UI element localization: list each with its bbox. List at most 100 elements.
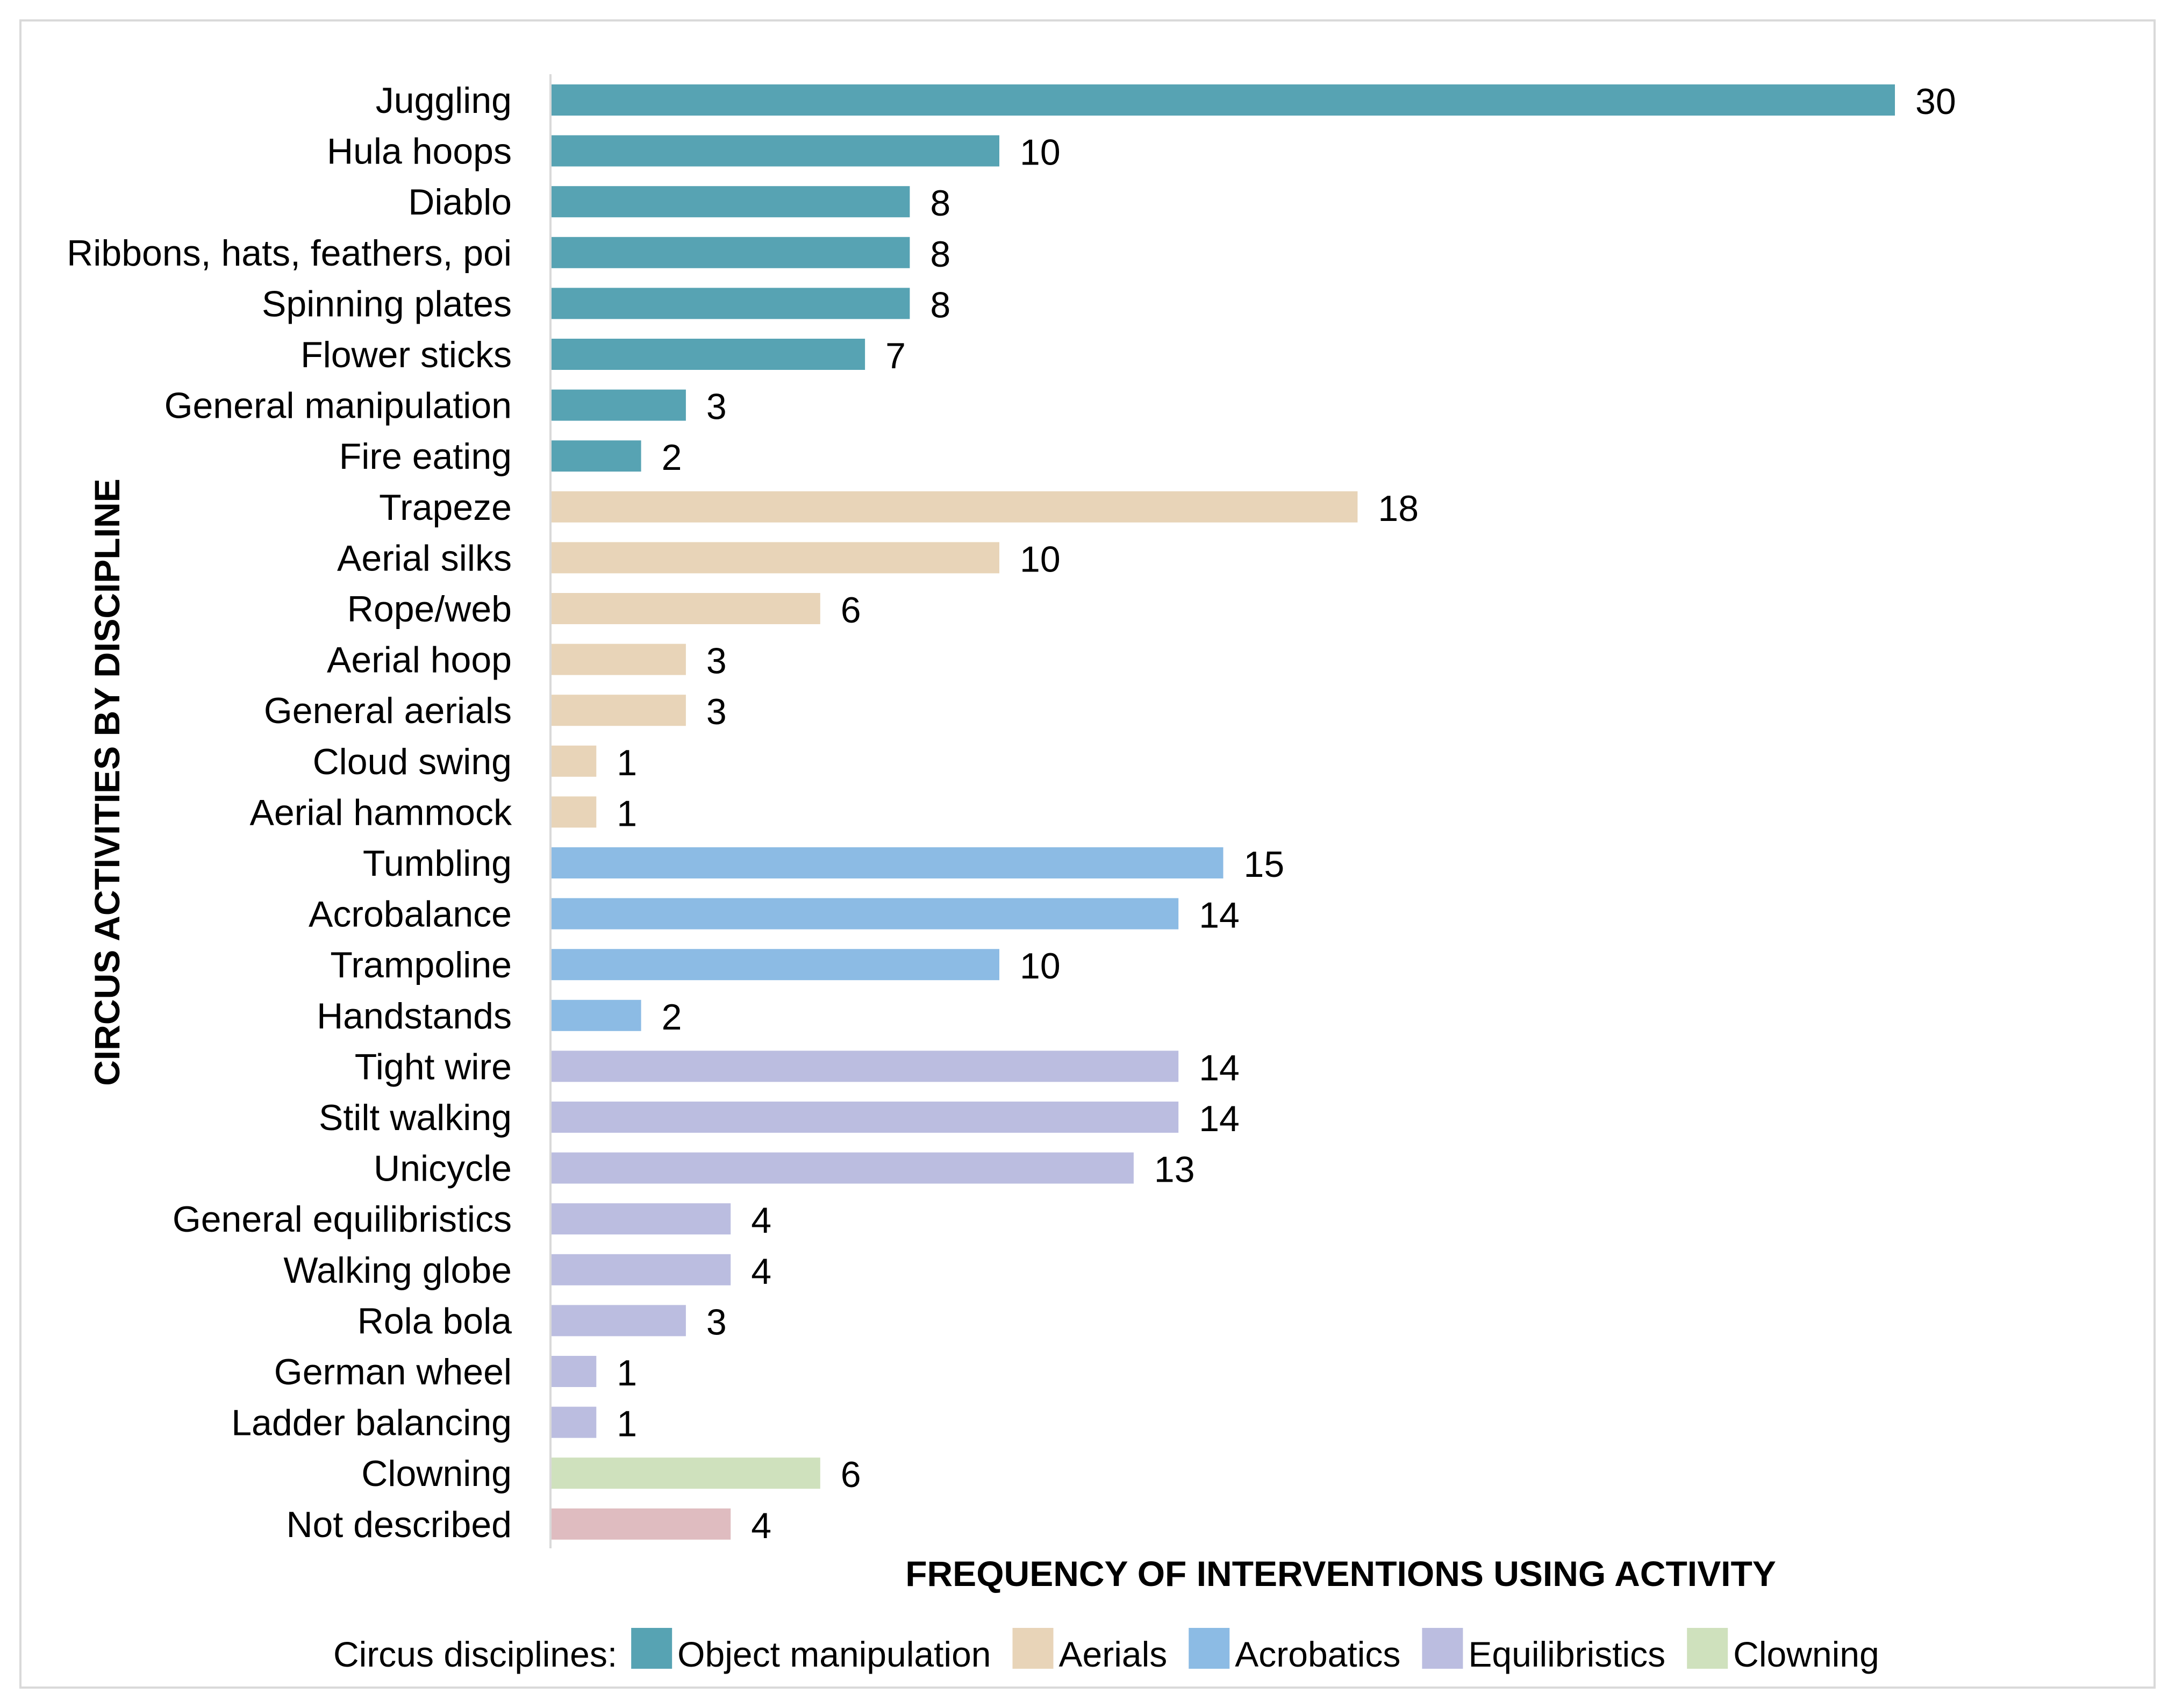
value-label-fire-eating: 2 xyxy=(662,437,682,478)
value-label-ribbons-hats-feathers-poi: 8 xyxy=(930,234,950,275)
bar-fire-eating xyxy=(552,440,641,472)
value-label-aerial-hammock: 1 xyxy=(617,793,637,834)
value-label-ladder-balancing: 1 xyxy=(617,1404,637,1445)
bar-trampoline xyxy=(552,949,999,981)
bar-clowning xyxy=(552,1457,820,1489)
category-label-juggling: Juggling xyxy=(376,80,512,121)
category-label-spinning-plates: Spinning plates xyxy=(262,283,512,324)
value-label-general-manipulation: 3 xyxy=(706,387,727,427)
bar-hula-hoops xyxy=(552,135,999,167)
category-label-trampoline: Trampoline xyxy=(330,945,512,985)
bar-rope-web xyxy=(552,593,820,624)
value-label-hula-hoops: 10 xyxy=(1020,132,1061,173)
value-label-general-equilibristics: 4 xyxy=(751,1200,771,1241)
category-label-fire-eating: Fire eating xyxy=(339,436,512,477)
legend-label-acrobatics: Acrobatics xyxy=(1235,1634,1400,1674)
category-label-general-equilibristics: General equilibristics xyxy=(173,1199,512,1240)
legend-swatch-acrobatics xyxy=(1189,1628,1230,1669)
legend-swatch-equilibristics xyxy=(1422,1628,1463,1669)
bar-general-aerials xyxy=(552,695,686,726)
category-label-rope-web: Rope/web xyxy=(347,589,512,630)
category-label-trapeze: Trapeze xyxy=(379,487,512,528)
value-label-diablo: 8 xyxy=(930,183,950,224)
category-label-unicycle: Unicycle xyxy=(374,1148,512,1189)
category-label-not-described: Not described xyxy=(286,1504,512,1545)
bar-flower-sticks xyxy=(552,339,865,370)
bar-juggling xyxy=(552,84,1895,116)
bar-unicycle xyxy=(552,1152,1134,1184)
bar-spinning-plates xyxy=(552,288,910,319)
category-label-ladder-balancing: Ladder balancing xyxy=(231,1403,512,1443)
category-label-aerial-silks: Aerial silks xyxy=(337,538,512,578)
category-label-tumbling: Tumbling xyxy=(363,843,512,884)
bar-not-described xyxy=(552,1508,731,1540)
value-label-aerial-hoop: 3 xyxy=(706,641,727,682)
category-label-acrobalance: Acrobalance xyxy=(309,894,512,935)
legend-label-clowning: Clowning xyxy=(1733,1634,1879,1674)
value-label-tight-wire: 14 xyxy=(1199,1047,1240,1088)
value-label-german-wheel: 1 xyxy=(617,1353,637,1393)
value-label-general-aerials: 3 xyxy=(706,691,727,732)
bar-aerial-silks xyxy=(552,542,999,574)
value-label-acrobalance: 14 xyxy=(1199,895,1240,936)
bar-walking-globe xyxy=(552,1254,731,1285)
bar-general-manipulation xyxy=(552,389,686,421)
bar-ladder-balancing xyxy=(552,1406,597,1438)
bar-general-equilibristics xyxy=(552,1203,731,1235)
category-labels: Juggling Hula hoops Diablo Ribbons, hats, f… xyxy=(67,80,512,1545)
category-label-hula-hoops: Hula hoops xyxy=(327,131,512,172)
value-label-flower-sticks: 7 xyxy=(885,335,906,376)
legend-label-equilibristics: Equilibristics xyxy=(1468,1634,1665,1674)
value-label-not-described: 4 xyxy=(751,1505,771,1546)
legend-label-aerials: Aerials xyxy=(1059,1634,1168,1674)
category-label-rola-bola: Rola bola xyxy=(357,1300,512,1341)
bar-tumbling xyxy=(552,847,1224,878)
legend: Circus disciplines: Object manipulation A… xyxy=(333,1628,1879,1674)
value-label-walking-globe: 4 xyxy=(751,1251,771,1292)
value-label-spinning-plates: 8 xyxy=(930,284,950,325)
category-label-tight-wire: Tight wire xyxy=(355,1046,512,1087)
value-label-tumbling: 15 xyxy=(1244,844,1285,885)
category-label-stilt-walking: Stilt walking xyxy=(319,1097,512,1138)
bar-tight-wire xyxy=(552,1050,1179,1082)
bars-layer xyxy=(552,84,1895,1540)
legend-items: Object manipulation Aerials Acrobatics Equi… xyxy=(631,1628,1879,1674)
category-label-clowning: Clowning xyxy=(361,1453,512,1494)
category-label-ribbons-hats-feathers-poi: Ribbons, hats, feathers, poi xyxy=(67,233,512,274)
category-label-aerial-hammock: Aerial hammock xyxy=(250,792,512,833)
bar-cloud-swing xyxy=(552,745,597,777)
value-label-clowning: 6 xyxy=(841,1454,861,1495)
value-label-juggling: 30 xyxy=(1915,81,1956,122)
legend-title: Circus disciplines: xyxy=(333,1634,617,1674)
category-label-german-wheel: German wheel xyxy=(274,1352,512,1392)
bar-handstands xyxy=(552,999,641,1031)
bar-rola-bola xyxy=(552,1305,686,1337)
value-label-cloud-swing: 1 xyxy=(617,742,637,783)
value-label-trampoline: 10 xyxy=(1020,946,1061,987)
bar-trapeze xyxy=(552,491,1358,523)
value-label-stilt-walking: 14 xyxy=(1199,1098,1240,1139)
value-label-trapeze: 18 xyxy=(1378,488,1419,529)
value-label-rope-web: 6 xyxy=(841,590,861,631)
bar-german-wheel xyxy=(552,1356,597,1387)
category-label-general-manipulation: General manipulation xyxy=(164,385,512,426)
category-label-handstands: Handstands xyxy=(317,996,512,1037)
legend-swatch-aerials xyxy=(1012,1628,1054,1669)
y-axis-title: CIRCUS ACTIVITIES BY DISCIPLINE xyxy=(87,478,127,1085)
value-label-unicycle: 13 xyxy=(1154,1149,1195,1190)
category-label-flower-sticks: Flower sticks xyxy=(301,334,512,375)
bar-aerial-hammock xyxy=(552,796,597,828)
category-label-general-aerials: General aerials xyxy=(264,690,512,731)
value-label-rola-bola: 3 xyxy=(706,1302,727,1342)
x-axis-title: FREQUENCY OF INTERVENTIONS USING ACTIVIT… xyxy=(905,1554,1776,1593)
category-label-aerial-hoop: Aerial hoop xyxy=(327,640,512,681)
category-label-walking-globe: Walking globe xyxy=(283,1250,512,1291)
bar-ribbons-hats-feathers-poi xyxy=(552,237,910,268)
legend-swatch-clowning xyxy=(1687,1628,1728,1669)
value-label-handstands: 2 xyxy=(662,997,682,1038)
legend-label-object-manipulation: Object manipulation xyxy=(677,1634,991,1674)
value-label-aerial-silks: 10 xyxy=(1020,539,1061,580)
legend-swatch-object-manipulation xyxy=(631,1628,672,1669)
